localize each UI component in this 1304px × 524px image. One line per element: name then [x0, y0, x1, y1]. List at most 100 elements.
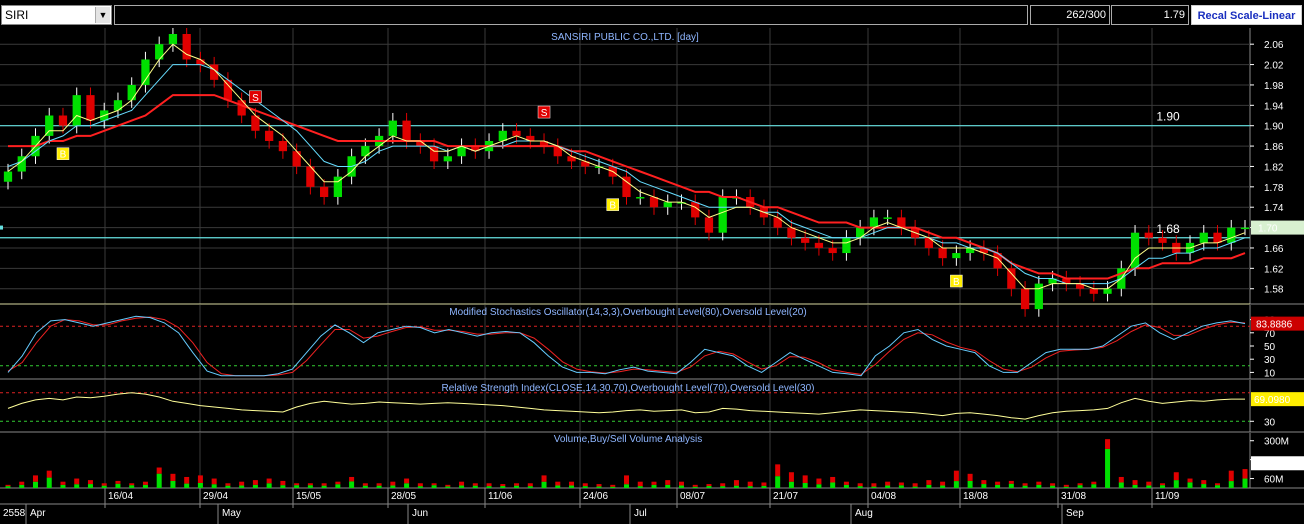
- volume-bar-sell: [431, 483, 437, 486]
- candle: [182, 34, 191, 60]
- volume-bar-sell: [678, 481, 684, 486]
- volume-bar-sell: [514, 483, 520, 486]
- candle: [649, 197, 659, 208]
- volume-bar-buy: [816, 484, 822, 488]
- last-value-tag: [1251, 220, 1304, 235]
- candle: [1048, 278, 1057, 284]
- candle: [979, 247, 988, 254]
- candle: [58, 115, 68, 126]
- candle: [622, 176, 631, 198]
- volume-bar-buy: [225, 485, 231, 488]
- chart-area[interactable]: 2.06 2.02 1.98 1.94 1.90 1.86 1.82 1.78 1.74 1.70…: [0, 28, 1304, 524]
- candle: [113, 100, 123, 111]
- volume-bar-sell: [967, 473, 973, 481]
- volume-bar-buy: [692, 486, 698, 488]
- volume-bar-buy: [1022, 485, 1028, 488]
- volume-bar-sell: [294, 483, 300, 486]
- y-tick-label: 1.78: [1264, 183, 1284, 194]
- volume-bar-sell: [775, 464, 781, 477]
- volume-bar-buy: [1132, 484, 1138, 488]
- volume-bar-buy: [294, 485, 300, 488]
- volume-bar-sell: [1132, 480, 1138, 485]
- buy-signal: [606, 198, 620, 211]
- volume-bar-sell: [1146, 481, 1152, 486]
- toolbar: SIRI ▼ 262/300 1.79 Recal Scale-Linear: [0, 0, 1304, 28]
- volume-bar-buy: [1118, 482, 1124, 488]
- volume-bar-buy: [1146, 485, 1152, 488]
- candle: [402, 120, 411, 141]
- volume-bar-sell: [953, 470, 959, 482]
- volume-bar-buy: [197, 482, 203, 488]
- volume-bar-sell: [32, 475, 38, 482]
- candle: [1144, 232, 1153, 238]
- candle: [306, 166, 315, 187]
- stochastic-panel-title: Modified Stochastics Oscillator(14,3,3),…: [449, 307, 806, 318]
- volume-bar-sell: [280, 480, 286, 486]
- volume-bar-sell: [184, 476, 190, 484]
- volume-bar-sell: [307, 483, 313, 486]
- volume-bar-buy: [156, 473, 162, 488]
- y-tick-label: 2.02: [1264, 61, 1284, 72]
- volume-bar-sell: [569, 481, 575, 486]
- signal-label: S: [252, 93, 259, 104]
- volume-bar-sell: [1160, 483, 1166, 486]
- x-date-label: 08/07: [680, 491, 705, 502]
- volume-bar-sell: [46, 470, 52, 478]
- symbol-select[interactable]: SIRI ▼: [1, 5, 112, 25]
- candle: [333, 176, 342, 198]
- x-date-label: 15/05: [296, 491, 321, 502]
- volume-bar-sell: [500, 484, 506, 487]
- volume-bar-buy: [404, 483, 410, 488]
- volume-bar-buy: [912, 486, 918, 488]
- candle: [1213, 232, 1222, 243]
- candle: [526, 135, 535, 141]
- candle: [663, 202, 672, 208]
- volume-bar-buy: [967, 480, 973, 488]
- volume-bar-buy: [802, 482, 808, 488]
- volume-bar-buy: [898, 485, 904, 488]
- candle: [361, 146, 370, 157]
- volume-bar-buy: [376, 485, 382, 488]
- volume-bar-sell: [830, 476, 836, 483]
- volume-bar-buy: [953, 481, 959, 488]
- volume-bar-sell: [252, 480, 258, 485]
- volume-bar-buy: [417, 486, 423, 488]
- volume-bar-buy: [995, 484, 1001, 488]
- volume-bar-sell: [940, 481, 946, 486]
- volume-bar-sell: [376, 483, 382, 486]
- y-tick-label: 1.62: [1264, 264, 1284, 275]
- volume-bar-buy: [349, 481, 355, 488]
- volume-bar-buy: [1242, 478, 1248, 488]
- volume-bar-sell: [1228, 470, 1234, 482]
- candle: [3, 171, 13, 182]
- volume-bar-buy: [87, 484, 93, 488]
- recal-scale-button[interactable]: Recal Scale-Linear: [1191, 5, 1302, 25]
- volume-bar-buy: [555, 485, 561, 488]
- volume-bar-buy: [472, 485, 478, 488]
- volume-bar-buy: [1201, 484, 1207, 488]
- y-tick-label: 30: [1264, 417, 1276, 428]
- candle: [718, 197, 727, 233]
- volume-bar-sell: [857, 483, 863, 487]
- volume-bar-sell: [995, 481, 1001, 485]
- volume-bar-buy: [761, 485, 767, 488]
- candle: [1075, 283, 1085, 289]
- volume-bar-sell: [1242, 469, 1248, 479]
- volume-bar-buy: [733, 485, 739, 488]
- volume-bar-sell: [733, 480, 739, 486]
- chevron-down-icon[interactable]: ▼: [95, 7, 110, 23]
- candle: [45, 115, 54, 136]
- volume-panel-title: Volume,Buy/Sell Volume Analysis: [554, 434, 702, 445]
- volume-bar-buy: [665, 484, 671, 488]
- volume-bar-buy: [252, 484, 258, 488]
- volume-bar-sell: [651, 481, 657, 485]
- signal-label: S: [541, 108, 548, 119]
- candle: [457, 146, 466, 157]
- last-value-marker: [0, 225, 3, 230]
- volume-bar-sell: [1215, 483, 1221, 486]
- y-tick-label: 1.94: [1264, 101, 1284, 112]
- volume-bar-buy: [651, 484, 657, 488]
- candle: [869, 217, 879, 228]
- rsi-line: [7, 392, 1245, 420]
- ema-fast-line: [7, 43, 1246, 290]
